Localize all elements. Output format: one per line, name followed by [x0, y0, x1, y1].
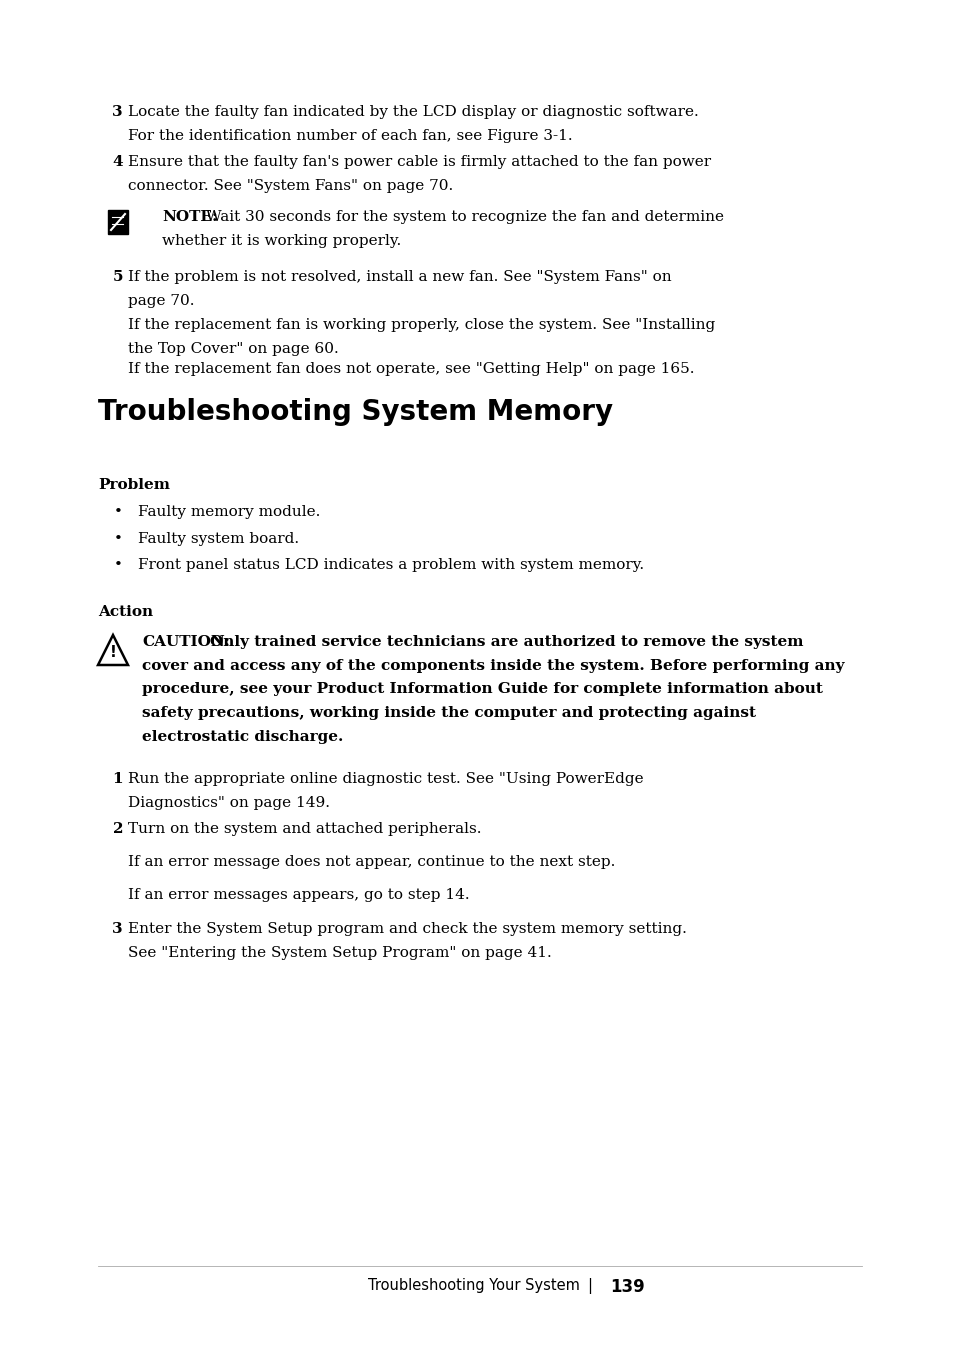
- Text: See "Entering the System Setup Program" on page 41.: See "Entering the System Setup Program" …: [128, 945, 551, 960]
- Text: Only trained service technicians are authorized to remove the system: Only trained service technicians are aut…: [211, 635, 803, 649]
- Text: Front panel status LCD indicates a problem with system memory.: Front panel status LCD indicates a probl…: [138, 558, 643, 572]
- Text: If the problem is not resolved, install a new fan. See "System Fans" on: If the problem is not resolved, install …: [128, 270, 671, 284]
- Text: Ensure that the faulty fan's power cable is firmly attached to the fan power: Ensure that the faulty fan's power cable…: [128, 155, 710, 169]
- Text: If the replacement fan is working properly, close the system. See "Installing: If the replacement fan is working proper…: [128, 318, 715, 333]
- Text: Troubleshooting Your System: Troubleshooting Your System: [368, 1278, 579, 1293]
- Text: Enter the System Setup program and check the system memory setting.: Enter the System Setup program and check…: [128, 922, 686, 936]
- Text: Faulty memory module.: Faulty memory module.: [138, 506, 320, 519]
- Bar: [108, 210, 128, 234]
- Text: If an error messages appears, go to step 14.: If an error messages appears, go to step…: [128, 888, 469, 902]
- Text: Diagnostics" on page 149.: Diagnostics" on page 149.: [128, 796, 330, 810]
- Text: the Top Cover" on page 60.: the Top Cover" on page 60.: [128, 342, 338, 356]
- Text: 1: 1: [112, 772, 123, 786]
- Text: whether it is working properly.: whether it is working properly.: [162, 234, 401, 247]
- Text: 2: 2: [112, 822, 123, 836]
- Text: Problem: Problem: [98, 479, 170, 492]
- Text: Faulty system board.: Faulty system board.: [138, 531, 299, 546]
- Text: procedure, see your Product Information Guide for complete information about: procedure, see your Product Information …: [142, 683, 822, 696]
- Text: Wait 30 seconds for the system to recognize the fan and determine: Wait 30 seconds for the system to recogn…: [205, 210, 722, 224]
- Text: !: !: [110, 645, 116, 660]
- Text: page 70.: page 70.: [128, 293, 194, 308]
- Text: 3: 3: [112, 922, 123, 936]
- Text: NOTE:: NOTE:: [162, 210, 217, 224]
- Text: If an error message does not appear, continue to the next step.: If an error message does not appear, con…: [128, 854, 615, 869]
- Polygon shape: [98, 635, 128, 665]
- Text: •: •: [113, 531, 122, 546]
- Text: Turn on the system and attached peripherals.: Turn on the system and attached peripher…: [128, 822, 481, 836]
- Text: 5: 5: [112, 270, 123, 284]
- Text: electrostatic discharge.: electrostatic discharge.: [142, 730, 343, 744]
- Text: 139: 139: [609, 1278, 644, 1297]
- Text: |: |: [587, 1278, 592, 1294]
- Text: CAUTION:: CAUTION:: [142, 635, 230, 649]
- Text: connector. See "System Fans" on page 70.: connector. See "System Fans" on page 70.: [128, 178, 453, 193]
- Text: 3: 3: [112, 105, 123, 119]
- Text: Locate the faulty fan indicated by the LCD display or diagnostic software.: Locate the faulty fan indicated by the L…: [128, 105, 698, 119]
- Text: safety precautions, working inside the computer and protecting against: safety precautions, working inside the c…: [142, 706, 755, 721]
- Text: If the replacement fan does not operate, see "Getting Help" on page 165.: If the replacement fan does not operate,…: [128, 362, 694, 376]
- Text: •: •: [113, 506, 122, 519]
- Text: Troubleshooting System Memory: Troubleshooting System Memory: [98, 397, 613, 426]
- Text: 4: 4: [112, 155, 123, 169]
- Text: •: •: [113, 558, 122, 572]
- Text: Action: Action: [98, 604, 153, 619]
- Text: cover and access any of the components inside the system. Before performing any: cover and access any of the components i…: [142, 658, 843, 673]
- Text: For the identification number of each fan, see Figure 3-1.: For the identification number of each fa…: [128, 128, 572, 143]
- Text: Run the appropriate online diagnostic test. See "Using PowerEdge: Run the appropriate online diagnostic te…: [128, 772, 643, 786]
